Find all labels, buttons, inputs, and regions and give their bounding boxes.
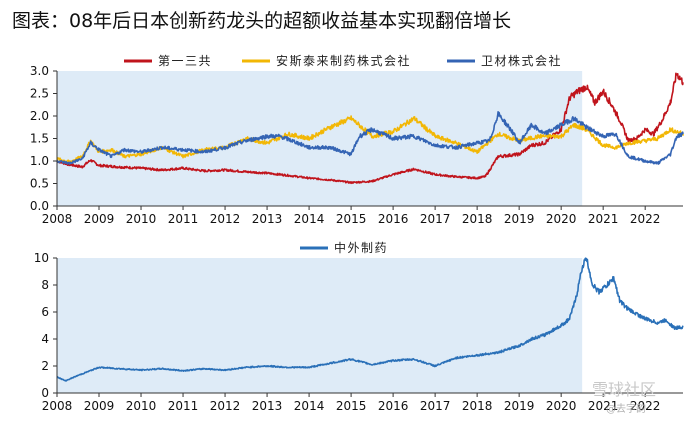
y-tick-label-0-5: 2.5 (30, 87, 49, 101)
y-tick-label-0-3: 1.5 (30, 132, 49, 146)
chart-bottom: 2008 2009 2010 2011 2012 2013 2014 2015 2016 2017… (34, 240, 684, 413)
x-tick-label-1-1: 2009 (84, 399, 115, 413)
x-tick-label-0-12: 2020 (546, 212, 577, 226)
y-tick-label-0-1: 0.5 (30, 177, 49, 191)
x-tick-label-1-4: 2012 (210, 399, 241, 413)
x-tick-label-0-7: 2015 (336, 212, 367, 226)
y-tick-label-1-4: 8 (41, 278, 49, 292)
x-tick-label-0-5: 2013 (252, 212, 283, 226)
y-tick-label-1-1: 2 (41, 359, 49, 373)
x-tick-label-1-11: 2019 (504, 399, 535, 413)
y-tick-label-0-4: 2.0 (30, 109, 49, 123)
series-line-1-0 (56, 257, 684, 382)
shaded-range-1 (57, 258, 583, 393)
y-tick-label-1-3: 6 (41, 305, 49, 319)
x-tick-label-1-9: 2017 (420, 399, 451, 413)
x-tick-label-0-2: 2010 (126, 212, 157, 226)
legend-label-0-0: 第一三共 (158, 54, 212, 68)
y-tick-label-1-0: 0 (41, 386, 49, 400)
series-line-0-0 (56, 72, 684, 185)
y-tick-label-0-0: 0.0 (30, 199, 49, 213)
x-tick-label-1-13: 2021 (588, 399, 619, 413)
shaded-range-0 (57, 71, 583, 206)
x-tick-label-0-14: 2022 (630, 212, 661, 226)
page-title: 图表：08年后日本创新药龙头的超额收益基本实现翻倍增长 (12, 10, 512, 32)
x-tick-label-0-4: 2012 (210, 212, 241, 226)
x-tick-label-0-6: 2014 (294, 212, 325, 226)
series-line-0-2 (56, 111, 684, 165)
x-tick-label-0-0: 2008 (42, 212, 73, 226)
x-tick-label-0-11: 2019 (504, 212, 535, 226)
y-tick-label-1-2: 4 (41, 332, 49, 346)
x-tick-label-0-13: 2021 (588, 212, 619, 226)
x-tick-label-0-3: 2011 (168, 212, 199, 226)
x-tick-label-1-10: 2018 (462, 399, 493, 413)
watermark-main: 雪球社区 (592, 380, 657, 399)
legend-label-1-0: 中外制药 (334, 240, 388, 255)
x-tick-label-1-7: 2015 (336, 399, 367, 413)
x-tick-label-0-9: 2017 (420, 212, 451, 226)
y-tick-label-0-2: 1.0 (30, 154, 49, 168)
watermark-sub: @去字韵 (606, 404, 646, 415)
x-tick-label-0-10: 2018 (462, 212, 493, 226)
x-tick-label-1-2: 2010 (126, 399, 157, 413)
legend-label-0-1: 安斯泰来制药株式会社 (276, 53, 411, 68)
legend-label-0-2: 卫材株式会社 (481, 53, 562, 68)
x-tick-label-1-5: 2013 (252, 399, 283, 413)
x-tick-label-0-1: 2009 (84, 212, 115, 226)
x-tick-label-1-6: 2014 (294, 399, 325, 413)
x-tick-label-0-8: 2016 (378, 212, 409, 226)
y-tick-label-1-5: 10 (34, 251, 49, 265)
x-tick-label-1-14: 2022 (630, 399, 661, 413)
x-tick-label-1-0: 2008 (42, 399, 73, 413)
x-tick-label-1-3: 2011 (168, 399, 199, 413)
x-tick-label-1-12: 2020 (546, 399, 577, 413)
chart-top: 2008 2009 2010 2011 2012 2013 2014 2015 2016 2017… (30, 53, 684, 226)
x-tick-label-1-8: 2016 (378, 399, 409, 413)
y-tick-label-0-6: 3.0 (30, 64, 49, 78)
